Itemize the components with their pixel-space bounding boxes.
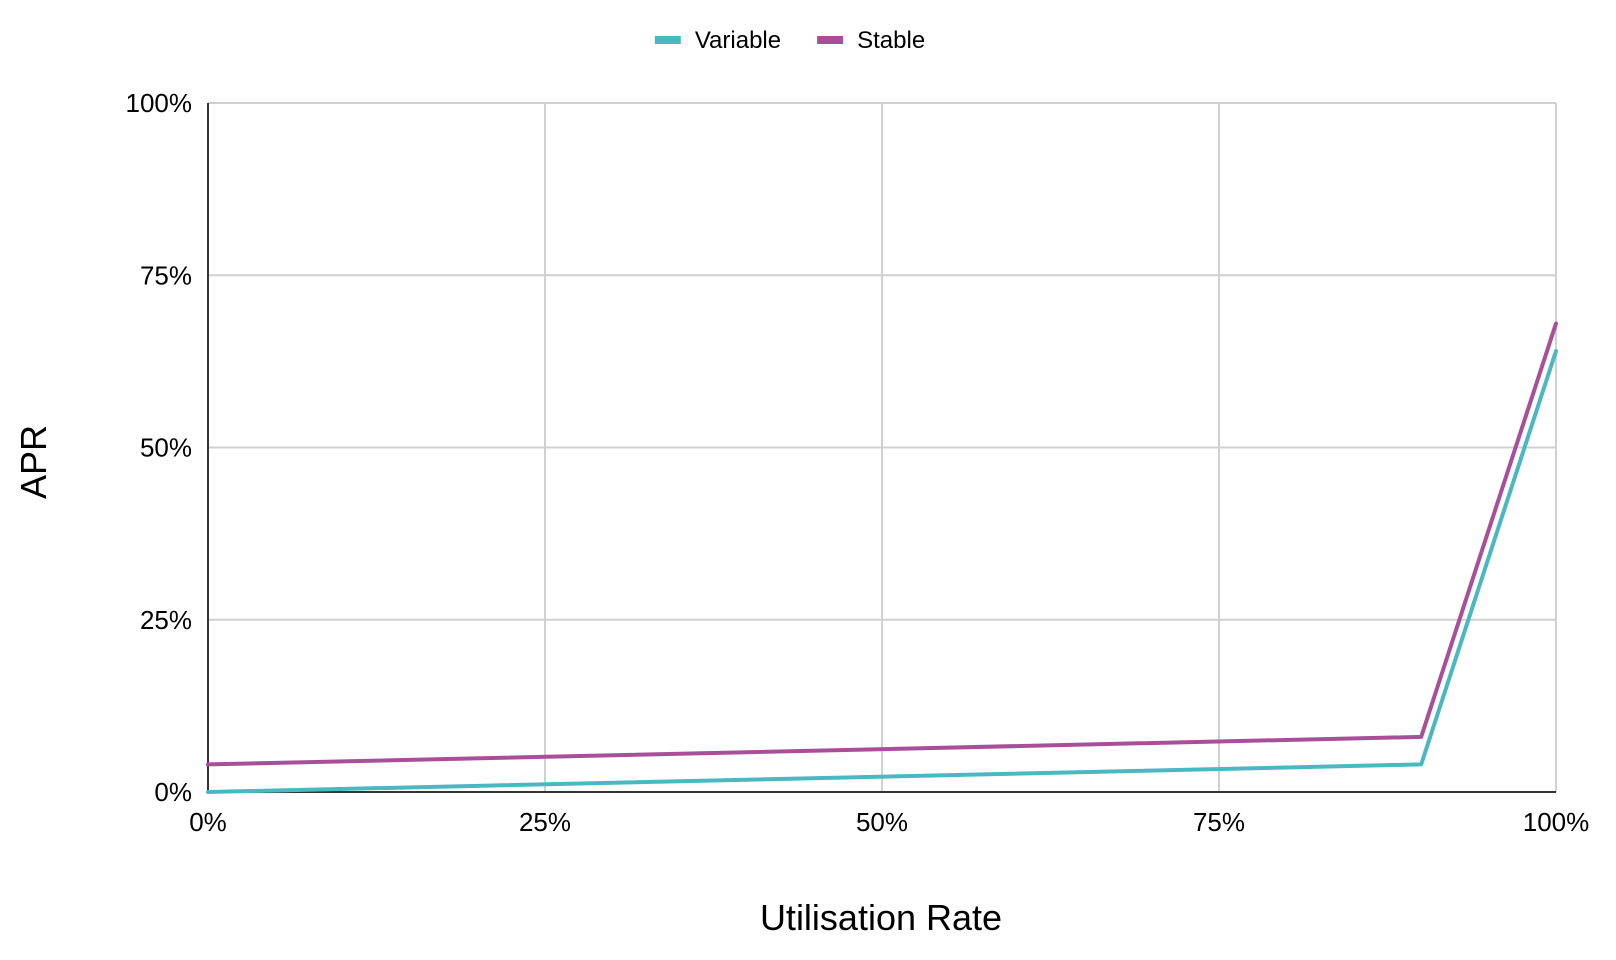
y-tick-label: 0% bbox=[154, 777, 192, 807]
series-line-stable bbox=[206, 321, 1558, 767]
x-tick-label: 50% bbox=[856, 807, 908, 837]
x-axis-title: Utilisation Rate bbox=[760, 897, 1002, 938]
legend-swatch-stable bbox=[817, 36, 844, 44]
legend-label-stable: Stable bbox=[857, 27, 925, 54]
y-tick-label: 75% bbox=[140, 260, 192, 290]
y-tick-label: 100% bbox=[126, 88, 193, 118]
x-tick-label: 100% bbox=[1523, 807, 1590, 837]
grid-lines bbox=[208, 102, 1557, 792]
x-tick-label: 0% bbox=[189, 807, 227, 837]
axes bbox=[207, 103, 1556, 793]
series-line-variable bbox=[206, 349, 1558, 794]
y-tick-label: 50% bbox=[140, 433, 192, 463]
tick-labels: 0% 25% 50% 75% 100% 0% 25% 50% 75% 100% bbox=[126, 88, 1590, 837]
x-tick-label: 75% bbox=[1193, 807, 1245, 837]
x-tick-label: 25% bbox=[519, 807, 571, 837]
legend-swatch-variable bbox=[654, 36, 681, 44]
series-group bbox=[206, 321, 1558, 794]
y-tick-label: 25% bbox=[140, 605, 192, 635]
legend: Variable Stable bbox=[654, 27, 925, 54]
y-axis-title: APR bbox=[13, 425, 54, 499]
legend-label-variable: Variable bbox=[695, 27, 781, 54]
